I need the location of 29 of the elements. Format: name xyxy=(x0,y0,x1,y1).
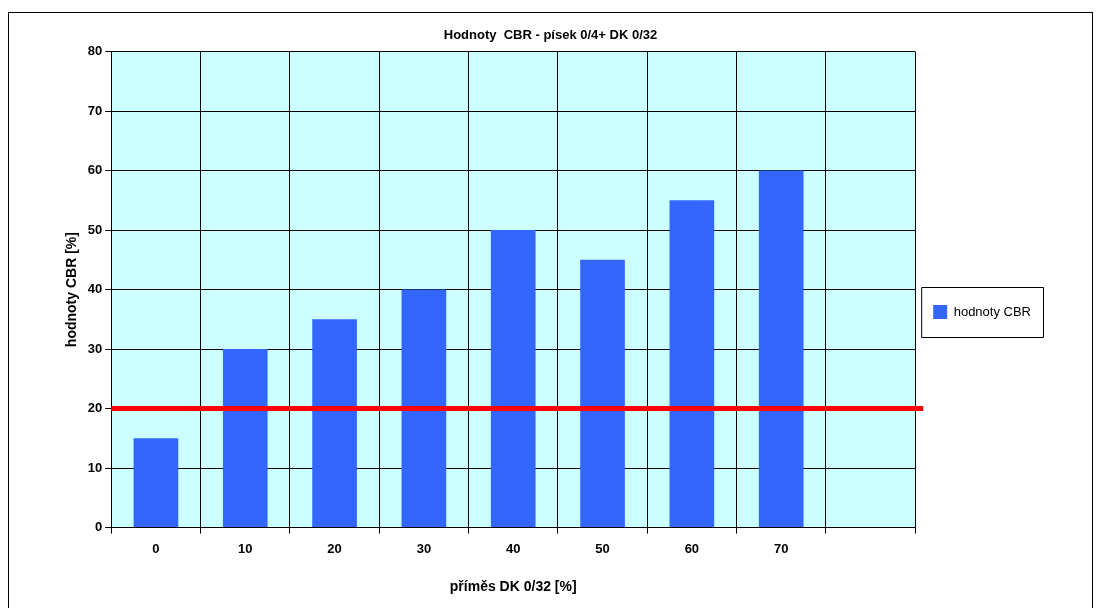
bar xyxy=(312,319,357,528)
y-tick-label: 80 xyxy=(87,43,103,59)
y-tick-label: 30 xyxy=(87,340,103,356)
x-tick-label: 0 xyxy=(152,540,160,556)
y-tick-label: 20 xyxy=(87,400,103,416)
x-tick-label: 10 xyxy=(238,540,253,556)
bar xyxy=(222,349,268,528)
x-tick-label: 50 xyxy=(595,540,610,556)
x-axis-title: příměs DK 0/32 [%] xyxy=(449,578,577,595)
bar xyxy=(401,289,447,528)
bar xyxy=(133,438,179,528)
y-axis-title: hodnoty CBR [%] xyxy=(63,232,80,348)
y-tick-label: 60 xyxy=(87,162,103,178)
y-tick-label: 10 xyxy=(87,459,103,475)
x-tick-label: 70 xyxy=(773,540,789,556)
bar xyxy=(669,200,715,528)
y-tick-label: 50 xyxy=(87,221,103,237)
y-tick-label: 70 xyxy=(87,102,103,118)
x-tick-label: 30 xyxy=(416,540,432,556)
legend-label: hodnoty CBR xyxy=(953,303,1032,319)
x-tick-label: 60 xyxy=(684,540,700,556)
y-tick-label: 40 xyxy=(87,281,103,297)
y-tick-label: 0 xyxy=(95,519,103,535)
x-tick-label: 40 xyxy=(505,540,521,556)
x-tick-label: 20 xyxy=(327,540,342,556)
bar xyxy=(758,170,804,528)
chart-title: Hodnoty CBR - písek 0/4+ DK 0/32 xyxy=(443,27,658,43)
bar xyxy=(490,230,536,528)
bar xyxy=(580,259,625,528)
